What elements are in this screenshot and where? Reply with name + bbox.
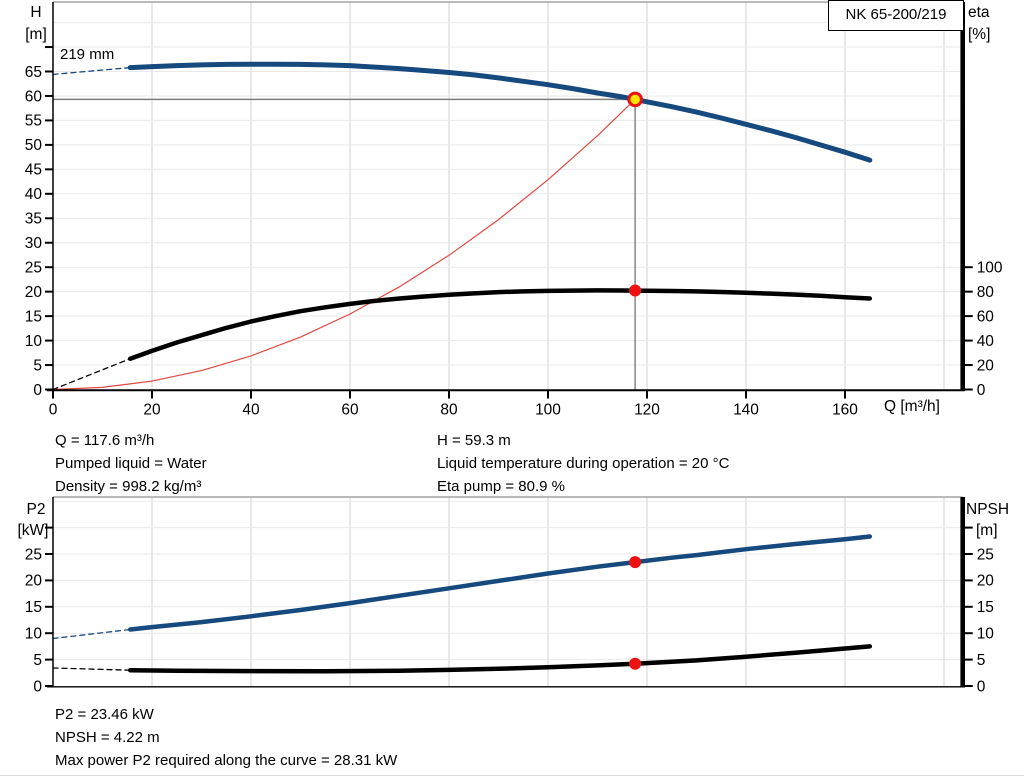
svg-text:100: 100 [977,259,1003,276]
svg-text:50: 50 [25,137,43,154]
p2-axis-unit: [kW] [17,522,49,539]
duty-point-marker[interactable] [627,91,643,108]
svg-text:35: 35 [25,211,42,228]
svg-text:0: 0 [33,382,42,399]
svg-text:65: 65 [25,64,42,81]
right-axis-line [960,2,965,391]
svg-text:10: 10 [25,626,43,643]
svg-text:80: 80 [977,284,995,301]
svg-text:10: 10 [977,626,995,643]
svg-text:15: 15 [25,599,42,616]
svg-text:45: 45 [25,162,42,179]
p2-axis-label: P2 [26,501,46,518]
p2-curve-dashed-lead [52,628,131,640]
eta-point-marker[interactable] [629,284,642,297]
p2-point-marker[interactable] [629,556,642,569]
eta-axis-unit: [%] [968,26,991,43]
svg-text:20: 20 [25,573,43,590]
svg-text:5: 5 [977,652,986,669]
qh-eta-chart: 0 5 10 15 20 25 30 35 40 45 50 55 60 65 0 20 40 60 80 100 0 2… [25,1,1003,419]
svg-text:25: 25 [25,546,42,563]
pump-model-text: NK 65-200/219 [845,6,947,23]
h-axis-unit: [m] [25,26,47,43]
svg-text:25: 25 [25,259,42,276]
svg-text:0: 0 [977,678,986,695]
operating-point-info-right: H = 59.3 m Liquid temperature during ope… [437,429,729,498]
head-value-text: H = 59.3 m [437,432,511,449]
eta-curve [127,288,873,361]
svg-text:15: 15 [977,599,994,616]
svg-text:20: 20 [143,402,161,419]
max-power-text: Max power P2 required along the curve = … [55,752,398,769]
svg-text:30: 30 [25,235,43,252]
svg-text:10: 10 [25,333,43,350]
svg-text:20: 20 [25,284,43,301]
density-text: Density = 998.2 kg/m³ [55,478,202,495]
liquid-temp-text: Liquid temperature during operation = 20… [437,455,730,472]
svg-text:0: 0 [977,382,986,399]
npsh-axis-unit: [m] [976,522,998,539]
eta-pump-text: Eta pump = 80.9 % [437,478,565,495]
svg-text:60: 60 [25,88,43,105]
npsh-value-text: NPSH = 4.22 m [55,729,160,746]
p2-curve [127,534,873,632]
right-axis-line [960,497,965,688]
npsh-point-marker[interactable] [629,657,642,670]
npsh-curve-dashed-lead [52,667,131,671]
flow-value-text: Q = 117.6 m³/h [55,432,155,449]
svg-text:55: 55 [25,113,42,130]
svg-text:160: 160 [832,402,858,419]
npsh-curve [127,644,873,674]
pump-model-badge: NK 65-200/219 [828,0,964,31]
svg-text:0: 0 [49,402,58,419]
h-axis-label: H [30,4,42,21]
bottom-divider [0,775,1024,776]
npsh-axis-label: NPSH [966,501,1010,518]
head-curve-dashed-lead [52,66,131,76]
svg-text:40: 40 [977,333,995,350]
eta-axis-label: eta [968,4,990,21]
svg-text:40: 40 [242,402,260,419]
svg-text:15: 15 [25,308,42,325]
operating-point-info-left: Q = 117.6 m³/h Pumped liquid = Water Den… [55,429,207,498]
svg-text:0: 0 [33,678,42,695]
svg-text:20: 20 [977,357,995,374]
impeller-diameter-label: 219 mm [60,46,115,63]
head-curve [127,61,873,163]
p2-value-text: P2 = 23.46 kW [55,706,154,723]
svg-text:140: 140 [733,402,759,419]
p2-npsh-chart: 0 5 10 15 20 25 0 5 10 15 20 25 [25,496,995,695]
svg-text:5: 5 [33,652,42,669]
svg-text:25: 25 [977,546,994,563]
system-curve [52,98,636,391]
svg-text:100: 100 [535,402,561,419]
q-axis-label: Q [m³/h] [884,398,940,415]
svg-text:20: 20 [977,573,995,590]
svg-text:5: 5 [33,357,42,374]
svg-text:80: 80 [440,402,458,419]
svg-text:60: 60 [977,308,995,325]
power-npsh-info: P2 = 23.46 kW NPSH = 4.22 m Max power P2… [55,703,397,772]
pumped-liquid-text: Pumped liquid = Water [55,455,207,472]
eta-curve-dashed-lead [52,358,131,391]
svg-text:40: 40 [25,186,43,203]
svg-text:60: 60 [341,402,359,419]
svg-text:120: 120 [634,402,660,419]
